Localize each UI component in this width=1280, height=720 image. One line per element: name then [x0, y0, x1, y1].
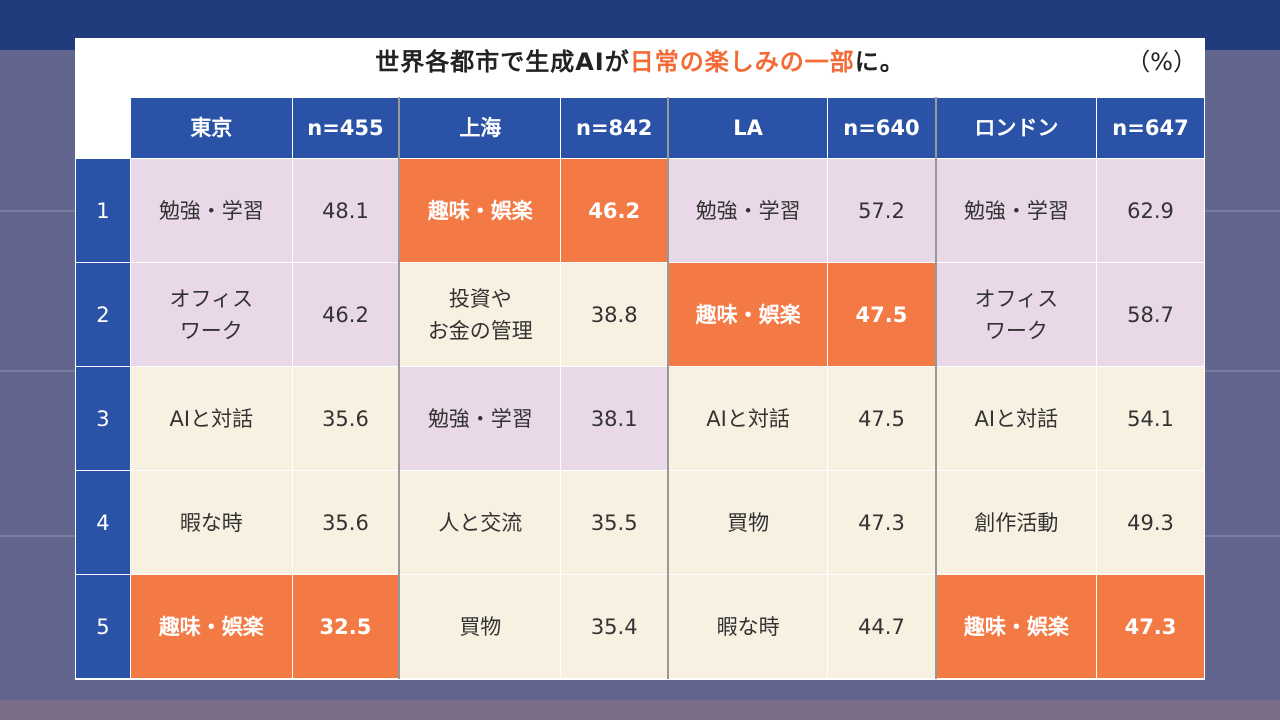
value-cell: 57.2 — [827, 158, 937, 263]
city-header: LA — [666, 97, 829, 159]
table-row: 2 オフィス ワーク 46.2 投資や お金の管理 38.8 趣味・娯楽 47.5 オフィス … — [75, 262, 1206, 367]
title-suffix: に。 — [854, 48, 905, 76]
value-cell: 47.3 — [1095, 574, 1206, 679]
ranking-card: 世界各都市で生成AIが日常の楽しみの一部に。 （%） 東京 n=455 上海 n=84… — [75, 38, 1206, 680]
city-header: 上海 — [398, 97, 562, 159]
category-cell: 買物 — [398, 574, 562, 679]
category-cell: 創作活動 — [934, 470, 1097, 575]
category-cell: 勉強・学習 — [398, 366, 562, 471]
category-cell: 暇な時 — [129, 470, 293, 575]
value-cell: 49.3 — [1095, 470, 1206, 575]
category-cell: オフィス ワーク — [129, 262, 293, 367]
sample-size-header: n=455 — [291, 97, 400, 159]
category-cell: AIと対話 — [666, 366, 829, 471]
category-cell: 趣味・娯楽 — [666, 262, 829, 367]
value-cell: 38.1 — [560, 366, 669, 471]
sample-size-header: n=647 — [1095, 97, 1206, 159]
category-cell: 趣味・娯楽 — [129, 574, 293, 679]
value-cell: 46.2 — [560, 158, 669, 263]
value-cell: 47.3 — [827, 470, 937, 575]
rank-cell: 3 — [75, 366, 131, 471]
category-cell: 暇な時 — [666, 574, 829, 679]
value-cell: 38.8 — [560, 262, 669, 367]
rank-cell: 5 — [75, 574, 131, 679]
background-blur-footer — [0, 700, 1280, 720]
category-cell: 趣味・娯楽 — [934, 574, 1097, 679]
unit-label: （%） — [1126, 48, 1197, 76]
category-cell: 趣味・娯楽 — [398, 158, 562, 263]
value-cell: 47.5 — [827, 366, 937, 471]
value-cell: 54.1 — [1095, 366, 1206, 471]
value-cell: 32.5 — [291, 574, 400, 679]
category-cell: 買物 — [666, 470, 829, 575]
table-row: 3 AIと対話 35.6 勉強・学習 38.1 AIと対話 47.5 AIと対話 54.1 — [75, 366, 1206, 471]
category-cell: AIと対話 — [934, 366, 1097, 471]
title-highlight: 日常の楽しみの一部 — [629, 48, 855, 76]
city-header: ロンドン — [934, 97, 1097, 159]
value-cell: 47.5 — [827, 262, 937, 367]
value-cell: 44.7 — [827, 574, 937, 679]
header-blank — [75, 97, 131, 159]
city-header: 東京 — [129, 97, 293, 159]
sample-size-header: n=842 — [560, 97, 669, 159]
category-cell: オフィス ワーク — [934, 262, 1097, 367]
table-row: 5 趣味・娯楽 32.5 買物 35.4 暇な時 44.7 趣味・娯楽 47.3 — [75, 574, 1206, 679]
title-prefix: 世界各都市で生成AIが — [375, 48, 630, 76]
category-cell: 人と交流 — [398, 470, 562, 575]
value-cell: 35.5 — [560, 470, 669, 575]
rank-cell: 2 — [75, 262, 131, 367]
rank-cell: 4 — [75, 470, 131, 575]
value-cell: 35.4 — [560, 574, 669, 679]
rank-cell: 1 — [75, 158, 131, 263]
category-cell: 勉強・学習 — [934, 158, 1097, 263]
table-row: 4 暇な時 35.6 人と交流 35.5 買物 47.3 創作活動 49.3 — [75, 470, 1206, 575]
chart-title: 世界各都市で生成AIが日常の楽しみの一部に。 — [75, 42, 1205, 77]
value-cell: 35.6 — [291, 366, 400, 471]
table-row: 1 勉強・学習 48.1 趣味・娯楽 46.2 勉強・学習 57.2 勉強・学習 62.9 — [75, 158, 1206, 263]
value-cell: 62.9 — [1095, 158, 1206, 263]
value-cell: 35.6 — [291, 470, 400, 575]
sample-size-header: n=640 — [827, 97, 937, 159]
category-cell: 投資や お金の管理 — [398, 262, 562, 367]
category-cell: AIと対話 — [129, 366, 293, 471]
value-cell: 46.2 — [291, 262, 400, 367]
ranking-table: 東京 n=455 上海 n=842 LA n=640 ロンドン n=647 1 勉強・学習 48.… — [75, 97, 1206, 679]
category-cell: 勉強・学習 — [666, 158, 829, 263]
value-cell: 58.7 — [1095, 262, 1206, 367]
value-cell: 48.1 — [291, 158, 400, 263]
category-cell: 勉強・学習 — [129, 158, 293, 263]
